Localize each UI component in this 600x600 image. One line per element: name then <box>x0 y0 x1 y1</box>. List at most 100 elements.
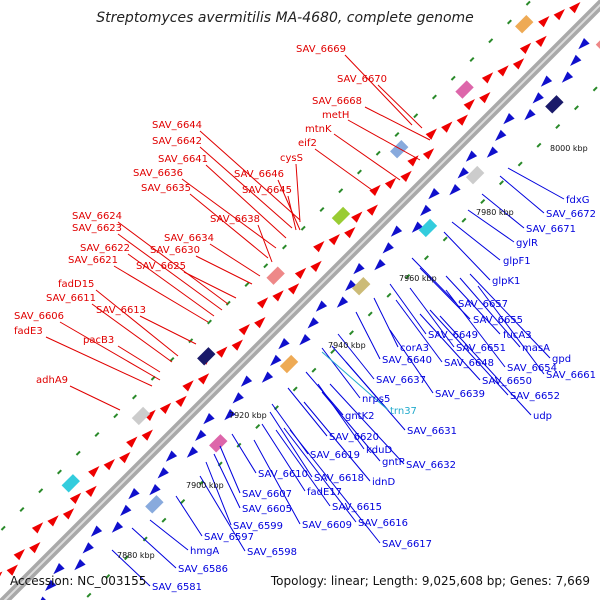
label-leader-line <box>337 333 375 380</box>
reverse-gene-arrow <box>411 221 424 233</box>
gene-label[interactable]: metH <box>322 110 349 121</box>
gene-label[interactable]: SAV_6637 <box>376 375 426 386</box>
gene-label[interactable]: SAV_6599 <box>233 521 283 532</box>
gene-label[interactable]: SAV_6607 <box>242 489 292 500</box>
gene-label[interactable]: idnD <box>372 477 395 488</box>
gene-label[interactable]: fadD15 <box>58 279 94 290</box>
gene-label[interactable]: fadE3 <box>14 326 43 337</box>
gene-label[interactable]: glpK1 <box>492 276 520 287</box>
gene-label[interactable]: SAV_6605 <box>242 504 292 515</box>
label-leader-line <box>117 221 229 305</box>
gene-label[interactable]: SAV_6622 <box>80 243 130 254</box>
gene-label[interactable]: SAV_6661 <box>546 370 596 381</box>
forward-gene-arrow <box>62 508 75 520</box>
gene-label[interactable]: fadE17 <box>307 487 342 498</box>
gene-label[interactable]: glpF1 <box>503 256 531 267</box>
gene-label[interactable]: SAV_6611 <box>46 293 96 304</box>
gene-label[interactable]: SAV_6624 <box>72 211 122 222</box>
gene-label[interactable]: SAV_6642 <box>152 136 202 147</box>
gene-label[interactable]: SAV_6639 <box>435 389 485 400</box>
gene-label[interactable]: SAV_6649 <box>428 330 478 341</box>
label-leader-line <box>373 297 399 348</box>
coordinate-marker <box>498 180 504 186</box>
gene-label[interactable]: SAV_6651 <box>456 343 506 354</box>
trna-label[interactable]: trn37 <box>390 406 417 417</box>
gene-label[interactable]: SAV_6636 <box>133 168 183 179</box>
label-leader-line <box>209 243 261 277</box>
gene-label[interactable]: SAV_6630 <box>150 245 200 256</box>
label-leader-line <box>395 299 443 363</box>
gene-label[interactable]: SAV_6609 <box>302 520 352 531</box>
gene-label[interactable]: gylR <box>516 238 538 249</box>
gene-label[interactable]: SAV_6646 <box>234 169 284 180</box>
gene-label[interactable]: SAV_6625 <box>136 261 186 272</box>
gene-label[interactable]: SAV_6615 <box>332 502 382 513</box>
gene-label[interactable]: mtnK <box>305 124 332 135</box>
reverse-gene-arrow <box>307 317 319 329</box>
gene-label[interactable]: fdxG <box>566 195 590 206</box>
gene-label[interactable]: SAV_6648 <box>444 358 494 369</box>
gene-label[interactable]: SAV_6672 <box>546 209 596 220</box>
label-leader-line <box>295 163 301 223</box>
gene-label[interactable]: SAV_6644 <box>152 120 202 131</box>
gene-label[interactable]: hmgA <box>190 546 219 557</box>
tick-label: 7900 kbp <box>186 481 224 490</box>
gene-label[interactable]: SAV_6650 <box>482 376 532 387</box>
gene-label[interactable]: SAV_6586 <box>178 564 228 575</box>
gene-label[interactable]: SAV_6652 <box>510 391 560 402</box>
gene-label[interactable]: SAV_6606 <box>14 311 64 322</box>
gene-label[interactable]: gpd <box>552 354 571 365</box>
gene-label[interactable]: adhA9 <box>36 375 68 386</box>
gene-label[interactable]: SAV_6669 <box>296 44 346 55</box>
forward-gene-arrow <box>47 515 59 527</box>
gene-label[interactable]: SAV_6640 <box>382 355 432 366</box>
label-leader-line <box>411 257 457 304</box>
gene-label[interactable]: SAV_6631 <box>407 426 457 437</box>
gene-label[interactable]: SAV_6618 <box>314 473 364 484</box>
gene-label[interactable]: SAV_6645 <box>242 185 292 196</box>
gene-label[interactable]: SAV_6632 <box>406 460 456 471</box>
gene-label[interactable]: SAV_6634 <box>164 233 214 244</box>
protein-domain-box <box>279 354 299 374</box>
gene-label[interactable]: SAV_6657 <box>458 299 508 310</box>
gene-label[interactable]: corA3 <box>400 343 429 354</box>
forward-gene-arrow <box>294 267 307 280</box>
gene-label[interactable]: SAV_6671 <box>526 224 576 235</box>
gene-label[interactable]: SAV_6670 <box>337 74 387 85</box>
protein-domain-box <box>515 15 534 34</box>
genome-summary-text: Topology: linear; Length: 9,025,608 bp; … <box>270 574 590 588</box>
gene-label[interactable]: SAV_6613 <box>96 305 146 316</box>
gene-label[interactable]: SAV_6638 <box>210 214 260 225</box>
gene-label[interactable]: SAV_6635 <box>141 183 191 194</box>
forward-gene-arrow <box>88 465 100 478</box>
gene-label[interactable]: SAV_6598 <box>247 547 297 558</box>
gene-label[interactable]: SAV_6623 <box>72 223 122 234</box>
gene-label[interactable]: SAV_6668 <box>312 96 362 107</box>
label-leader-line <box>344 54 413 126</box>
gene-label[interactable]: udp <box>533 411 552 422</box>
gene-label[interactable]: SAV_6655 <box>473 315 523 326</box>
reverse-gene-arrow <box>532 92 544 104</box>
gene-label[interactable]: SAV_6581 <box>152 582 202 593</box>
coordinate-marker <box>488 38 494 44</box>
gene-label[interactable]: eif2 <box>298 138 317 149</box>
gene-label[interactable]: SAV_6619 <box>310 450 360 461</box>
gene-label[interactable]: SAV_6610 <box>258 469 308 480</box>
gene-label[interactable]: pacB3 <box>83 335 114 346</box>
gene-label[interactable]: SAV_6620 <box>329 432 379 443</box>
gene-label[interactable]: SAV_6597 <box>204 532 254 543</box>
gene-label[interactable]: SAV_6654 <box>507 363 557 374</box>
forward-gene-arrow <box>538 15 550 28</box>
gene-label[interactable]: SAV_6616 <box>358 518 408 529</box>
gene-label[interactable]: kduD <box>366 445 392 456</box>
gene-label[interactable]: cysS <box>280 153 303 164</box>
gene-label[interactable]: SAV_6617 <box>382 539 432 550</box>
gene-label[interactable]: SAV_6621 <box>68 255 118 266</box>
coordinate-marker <box>525 0 531 6</box>
gene-label[interactable]: masA <box>522 343 550 354</box>
gene-label[interactable]: gntK2 <box>345 411 375 422</box>
gene-label[interactable]: nrps5 <box>362 394 390 405</box>
gene-label[interactable]: gntP <box>382 457 405 468</box>
gene-label[interactable]: fucA3 <box>503 330 532 341</box>
gene-label[interactable]: SAV_6641 <box>158 154 208 165</box>
